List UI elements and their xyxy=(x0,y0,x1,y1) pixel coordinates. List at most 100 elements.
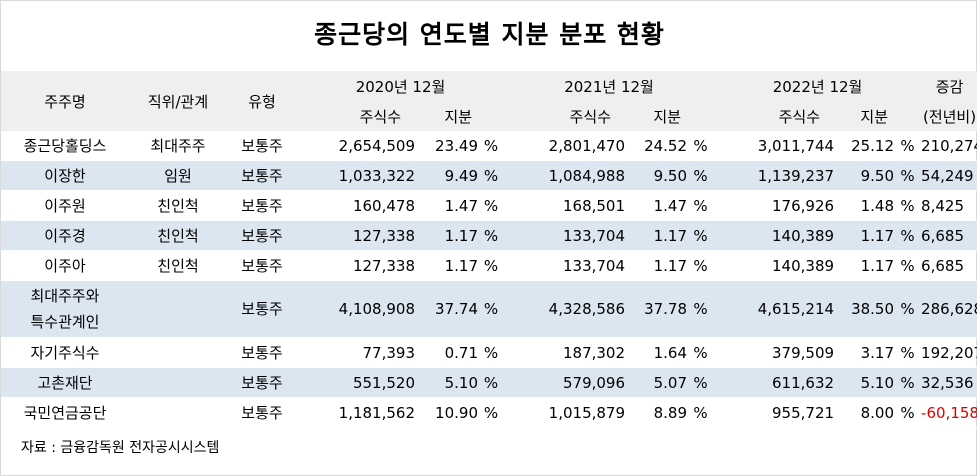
header-row-2: 주식수 지분 주식수 지분 주식수 지분 (전년비) xyxy=(1,101,977,131)
stake-2022: 25.12 xyxy=(834,131,895,161)
stake-2021: 1.17 xyxy=(625,250,688,281)
shareholder-name: 자기주식수 xyxy=(1,337,129,368)
shareholding-table: 주주명 직위/관계 유형 2020년 12월 2021년 12월 2022년 1… xyxy=(1,71,977,428)
table-row: 고촌재단 보통주 551,520 5.10% 579,096 5.07% 611,632 5.… xyxy=(1,367,977,398)
stake-2022: 1.17 xyxy=(834,220,895,251)
percent-sign: % xyxy=(687,337,715,368)
shares-2022: 140,389 xyxy=(714,220,835,251)
stake-2021: 1.17 xyxy=(625,220,688,251)
change-vs-prev-year: 54,249 xyxy=(921,160,977,191)
shareholder-name-line2: 특수관계인 xyxy=(30,313,100,331)
shares-2021: 2,801,470 xyxy=(504,131,626,161)
col-header-stake-2021: 지분 xyxy=(625,101,688,131)
stake-2022: 8.00 xyxy=(834,397,895,428)
percent-sign: % xyxy=(687,397,715,428)
table-body: 종근당홀딩스 최대주주 보통주 2,654,509 23.49% 2,801,470 24.… xyxy=(1,131,977,428)
shares-2020: 551,520 xyxy=(297,367,415,398)
col-header-year-2020: 2020년 12월 xyxy=(297,71,505,101)
stake-2022: 1.48 xyxy=(834,190,895,221)
col-header-position: 직위/관계 xyxy=(129,71,227,131)
percent-sign: % xyxy=(687,131,715,161)
shares-2020: 2,654,509 xyxy=(297,131,415,161)
shares-2021: 1,084,988 xyxy=(504,160,626,191)
change-vs-prev-year: -60,158 xyxy=(921,397,977,428)
stake-2020: 1.47 xyxy=(415,190,478,221)
col-header-name: 주주명 xyxy=(1,71,129,131)
shareholder-position xyxy=(129,280,227,338)
stake-2020: 9.49 xyxy=(415,160,478,191)
change-vs-prev-year: 8,425 xyxy=(921,190,977,221)
shareholder-name-line1: 최대주주와 xyxy=(30,287,100,305)
percent-sign: % xyxy=(894,337,922,368)
stake-2020: 1.17 xyxy=(415,250,478,281)
share-type: 보통주 xyxy=(227,337,297,368)
table-row: 이주경 친인척 보통주 127,338 1.17% 133,704 1.17% 140,389… xyxy=(1,220,977,251)
stake-2021: 37.78 xyxy=(625,280,688,338)
percent-sign: % xyxy=(894,250,922,281)
shareholder-position: 임원 xyxy=(129,160,227,191)
share-type: 보통주 xyxy=(227,280,297,338)
percent-sign: % xyxy=(478,131,505,161)
stake-2020: 37.74 xyxy=(415,280,478,338)
shares-2020: 77,393 xyxy=(297,337,415,368)
percent-sign: % xyxy=(894,367,922,398)
shareholder-name: 이주경 xyxy=(1,220,129,251)
page-title: 종근당의 연도별 지분 분포 현황 xyxy=(314,20,665,49)
percent-sign: % xyxy=(894,190,922,221)
shareholder-position: 친인척 xyxy=(129,220,227,251)
shareholder-position xyxy=(129,397,227,428)
percent-sign: % xyxy=(478,280,505,338)
shareholder-name: 종근당홀딩스 xyxy=(1,131,129,161)
percent-sign: % xyxy=(894,131,922,161)
table-row: 국민연금공단 보통주 1,181,562 10.90% 1,015,879 8.89% 95… xyxy=(1,397,977,428)
shareholder-name: 이주아 xyxy=(1,250,129,281)
shares-2022: 1,139,237 xyxy=(714,160,835,191)
shareholder-position: 친인척 xyxy=(129,250,227,281)
stake-2022: 3.17 xyxy=(834,337,895,368)
change-vs-prev-year: 6,685 xyxy=(921,250,977,281)
shares-2022: 4,615,214 xyxy=(714,280,835,338)
shareholder-name: 국민연금공단 xyxy=(1,397,129,428)
stake-2022: 5.10 xyxy=(834,367,895,398)
stake-2020: 1.17 xyxy=(415,220,478,251)
col-header-stake-2022: 지분 xyxy=(834,101,895,131)
shares-2022: 955,721 xyxy=(714,397,835,428)
stake-2022: 1.17 xyxy=(834,250,895,281)
share-type: 보통주 xyxy=(227,397,297,428)
shares-2021: 4,328,586 xyxy=(504,280,626,338)
stake-2020: 10.90 xyxy=(415,397,478,428)
percent-sign: % xyxy=(687,367,715,398)
change-vs-prev-year: 286,628 xyxy=(921,280,977,338)
share-type: 보통주 xyxy=(227,160,297,191)
change-vs-prev-year: 210,274 xyxy=(921,131,977,161)
percent-sign: % xyxy=(894,160,922,191)
stake-2021: 8.89 xyxy=(625,397,688,428)
percent-sign: % xyxy=(687,220,715,251)
shares-2020: 160,478 xyxy=(297,190,415,221)
stake-2022: 38.50 xyxy=(834,280,895,338)
stake-2021: 1.64 xyxy=(625,337,688,368)
shares-2022: 379,509 xyxy=(714,337,835,368)
source-note: 자료 : 금융감독원 전자공시시스템 xyxy=(21,440,220,456)
table-row: 이주아 친인척 보통주 127,338 1.17% 133,704 1.17% 140,389… xyxy=(1,250,977,281)
percent-sign: % xyxy=(478,220,505,251)
shares-2020: 127,338 xyxy=(297,220,415,251)
stake-2020: 0.71 xyxy=(415,337,478,368)
change-vs-prev-year: 32,536 xyxy=(921,367,977,398)
percent-sign: % xyxy=(894,220,922,251)
percent-sign: % xyxy=(478,250,505,281)
percent-sign: % xyxy=(687,250,715,281)
percent-sign: % xyxy=(894,397,922,428)
share-type: 보통주 xyxy=(227,190,297,221)
shares-2021: 133,704 xyxy=(504,250,626,281)
col-header-stake-2020: 지분 xyxy=(415,101,478,131)
shares-2020: 4,108,908 xyxy=(297,280,415,338)
share-type: 보통주 xyxy=(227,367,297,398)
percent-sign: % xyxy=(687,160,715,191)
percent-sign: % xyxy=(478,160,505,191)
stake-2022: 9.50 xyxy=(834,160,895,191)
shares-2021: 168,501 xyxy=(504,190,626,221)
shares-2020: 127,338 xyxy=(297,250,415,281)
